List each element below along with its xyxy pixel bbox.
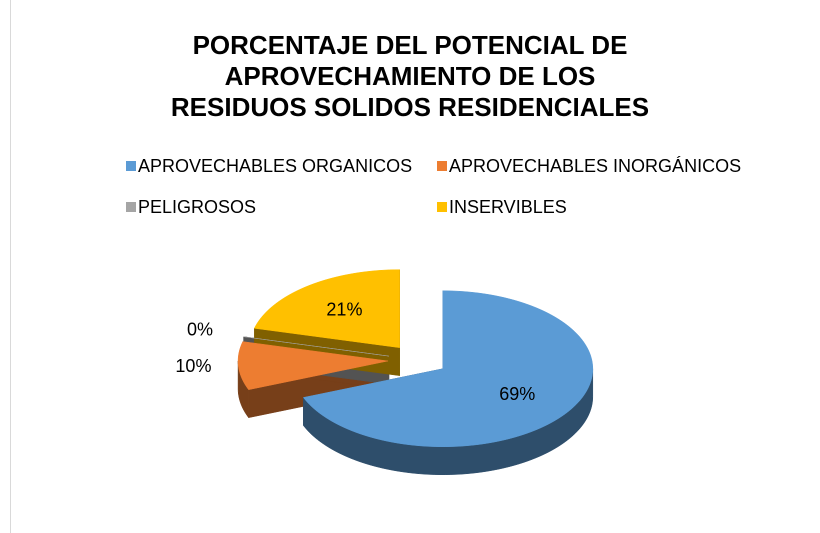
data-label: 21% <box>326 299 362 319</box>
legend-swatch <box>126 161 136 171</box>
slice <box>243 336 389 357</box>
data-label: 69% <box>499 384 535 404</box>
legend-swatch <box>437 161 447 171</box>
legend-label: INSERVIBLES <box>449 197 567 217</box>
legend-label: PELIGROSOS <box>138 197 256 217</box>
legend-swatch <box>437 202 447 212</box>
slice <box>302 290 594 448</box>
data-label: 10% <box>175 356 211 376</box>
data-label: 0% <box>187 320 213 340</box>
slice <box>237 341 389 390</box>
legend-swatch <box>126 202 136 212</box>
legend-label: APROVECHABLES INORGÁNICOS <box>449 156 741 176</box>
legend-label: APROVECHABLES ORGANICOS <box>138 156 412 176</box>
chart-title: PORCENTAJE DEL POTENCIAL DE APROVECHAMIE… <box>170 30 650 122</box>
slice <box>253 269 400 348</box>
